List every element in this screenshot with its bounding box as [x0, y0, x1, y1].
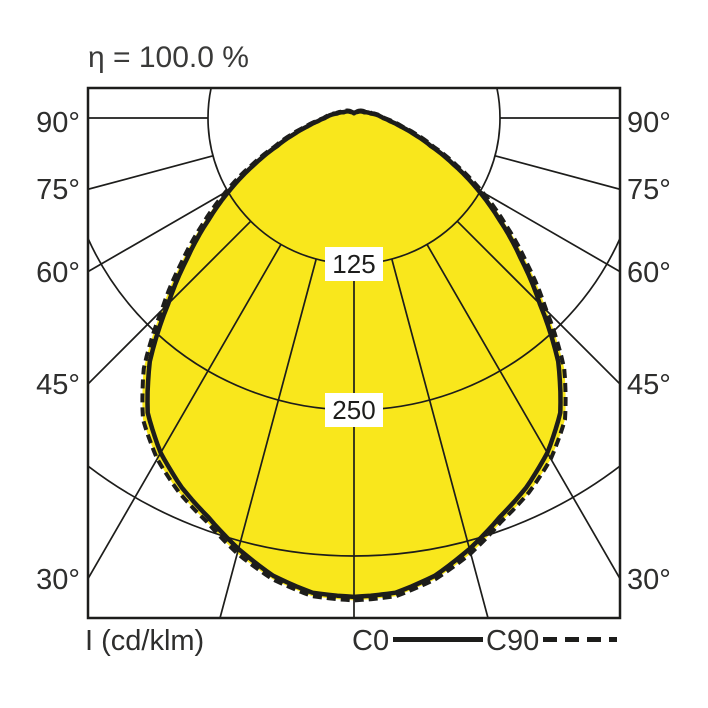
plot-area: 125 250 — [88, 88, 620, 618]
angle-gridline-minus-30 — [88, 243, 282, 580]
legend-c90-dashed-line-swatch — [543, 637, 617, 642]
angle-gridline-60 — [479, 190, 620, 273]
angle-label-right-60: 60° — [627, 257, 671, 289]
legend-c90-label: C90 — [486, 625, 540, 657]
angle-label-right-90: 90° — [627, 107, 671, 139]
legend-c0-label: C0 — [352, 625, 390, 657]
legend-c0-solid-line-swatch — [393, 637, 483, 642]
angle-label-left-30: 30° — [36, 564, 80, 596]
angle-label-right-30: 30° — [627, 564, 671, 596]
plot-frame — [86, 86, 622, 620]
angle-label-left-75: 75° — [36, 174, 80, 206]
angle-label-left-90: 90° — [36, 107, 80, 139]
c0-curve-solid — [145, 109, 563, 600]
angle-label-left-60: 60° — [36, 257, 80, 289]
ring-label-box-125 — [325, 247, 383, 281]
angle-label-left-45: 45° — [36, 369, 80, 401]
angle-gridline-15 — [390, 258, 489, 618]
ring-label-125: 125 — [325, 247, 383, 281]
efficiency-title: η = 100.0 % — [88, 41, 249, 74]
angle-gridline-75 — [494, 154, 620, 191]
angle-gridline-30 — [426, 243, 620, 580]
angle-label-right-45: 45° — [627, 369, 671, 401]
angle-label-right-75: 75° — [627, 174, 671, 206]
ring-label-250: 250 — [325, 393, 383, 427]
ring-label-text-250: 250 — [332, 395, 375, 425]
axis-unit-label: I (cd/klm) — [85, 625, 205, 657]
ring-label-text-125: 125 — [332, 249, 375, 279]
ring-label-box-250 — [325, 393, 383, 427]
angle-gridline-minus-60 — [88, 190, 229, 273]
angle-gridline-minus-75 — [88, 154, 214, 191]
angle-gridline-minus-15 — [219, 258, 318, 618]
